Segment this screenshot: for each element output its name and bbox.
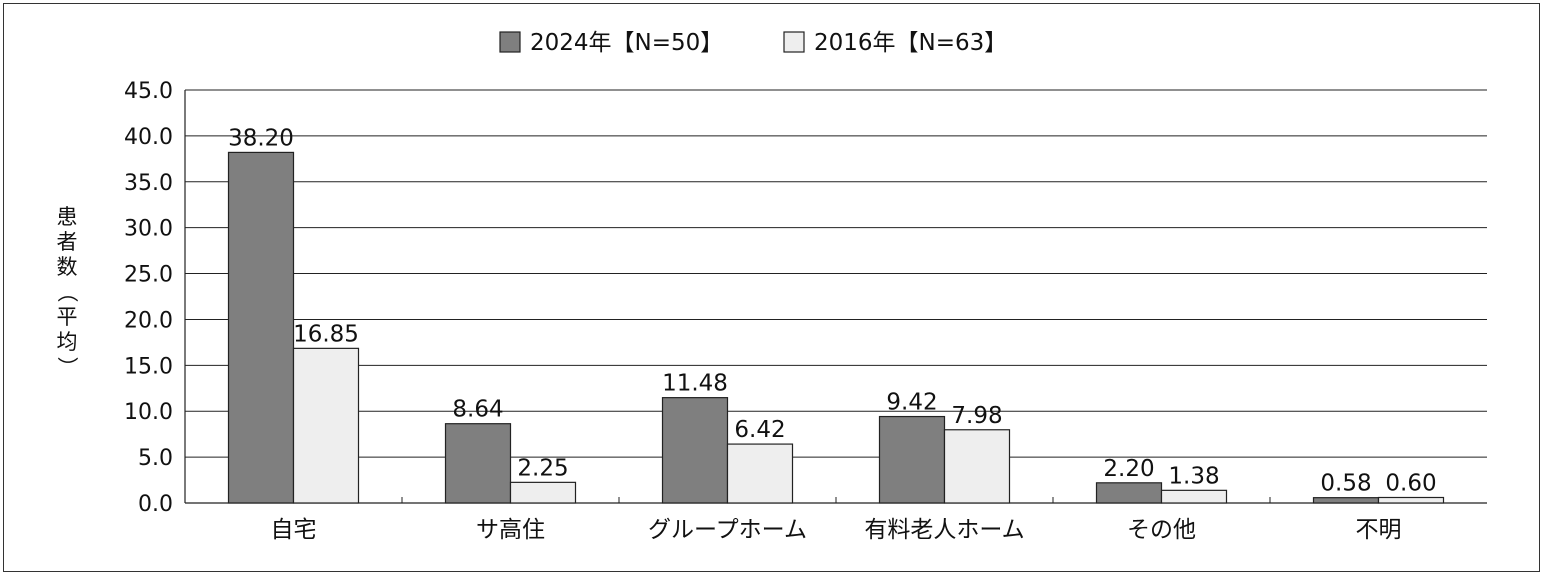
legend-label: 2016年【N=63】 bbox=[814, 30, 1007, 56]
x-category-label: 不明 bbox=[1356, 517, 1402, 543]
data-label: 6.42 bbox=[734, 417, 785, 443]
y-tick-label: 20.0 bbox=[124, 308, 173, 333]
data-label: 0.60 bbox=[1385, 470, 1436, 496]
data-label: 7.98 bbox=[951, 403, 1002, 429]
y-axis-label-char: 均 bbox=[57, 330, 78, 354]
bar bbox=[444, 423, 512, 504]
bar bbox=[726, 443, 794, 504]
y-tick-label: 30.0 bbox=[124, 217, 173, 242]
bar bbox=[1312, 497, 1380, 504]
y-axis-label: 患者数 （平均 ） bbox=[55, 205, 79, 378]
data-label: 0.58 bbox=[1320, 471, 1371, 497]
x-category-label: グループホーム bbox=[648, 517, 807, 543]
bars bbox=[227, 151, 1445, 504]
data-label: 11.48 bbox=[662, 371, 728, 397]
x-axis-categories: 自宅 サ高住 グループホーム 有料老人ホーム その他 不明 bbox=[271, 517, 1402, 543]
legend-swatch bbox=[499, 31, 521, 53]
y-tick-label: 45.0 bbox=[124, 79, 173, 104]
data-label: 16.85 bbox=[293, 321, 359, 347]
y-tick-label: 35.0 bbox=[124, 171, 173, 196]
gridlines bbox=[184, 89, 1487, 504]
data-label: 8.64 bbox=[452, 397, 503, 423]
y-tick-label: 10.0 bbox=[124, 400, 173, 425]
y-axis-label-char: 数 bbox=[57, 255, 78, 279]
legend-label: 2024年【N=50】 bbox=[530, 30, 723, 56]
bar bbox=[878, 415, 946, 504]
data-label: 1.38 bbox=[1168, 463, 1219, 489]
y-tick-label: 40.0 bbox=[124, 125, 173, 150]
x-category-label: 有料老人ホーム bbox=[864, 517, 1024, 543]
data-labels: 38.20 16.85 8.64 2.25 11.486.42 9.42 7.98 2.20 1… bbox=[228, 125, 1437, 496]
legend: 2024年【N=50】 2016年【N=63】 bbox=[499, 30, 1007, 56]
data-label: 2.20 bbox=[1103, 456, 1154, 482]
x-category-label: サ高住 bbox=[476, 517, 545, 543]
bar bbox=[227, 151, 295, 504]
y-tick-label: 5.0 bbox=[138, 446, 173, 471]
y-tick-label: 25.0 bbox=[124, 263, 173, 288]
bar bbox=[509, 481, 577, 504]
data-label: 2.25 bbox=[517, 455, 568, 481]
y-tick-label: 0.0 bbox=[138, 492, 173, 517]
y-axis-label-char: 平 bbox=[57, 305, 78, 329]
y-axis-label-char: 患 bbox=[57, 205, 78, 229]
y-axis-ticks: 0.0 5.0 10.0 15.0 20.0 25.0 30.0 35.0 40.0 45.0 bbox=[124, 79, 173, 517]
y-axis-label-char: （ bbox=[55, 282, 79, 303]
bar bbox=[1377, 496, 1445, 504]
legend-swatch bbox=[783, 31, 805, 53]
x-category-label: その他 bbox=[1127, 517, 1196, 543]
bar bbox=[661, 397, 729, 504]
bar bbox=[1160, 489, 1228, 504]
bar bbox=[943, 429, 1011, 504]
data-label: 38.20 bbox=[228, 125, 294, 151]
y-axis-label-char: 者 bbox=[57, 230, 78, 254]
y-tick-label: 15.0 bbox=[124, 354, 173, 379]
data-label: 9.42 bbox=[886, 390, 937, 416]
bar bbox=[1095, 482, 1163, 504]
bar bbox=[292, 347, 360, 504]
x-category-label: 自宅 bbox=[271, 517, 317, 543]
y-axis-label-char: ） bbox=[55, 357, 79, 378]
